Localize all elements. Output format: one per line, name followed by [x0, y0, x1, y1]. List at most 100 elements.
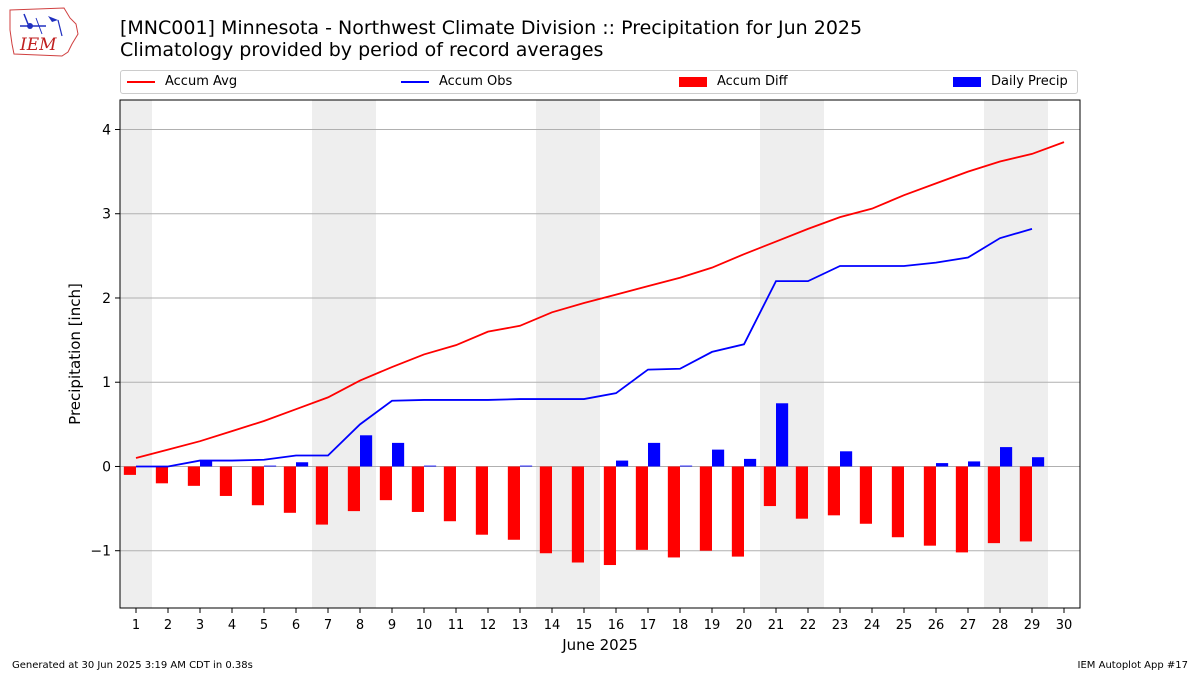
x-tick-label: 5 — [260, 618, 268, 633]
daily-precip-bar — [1000, 447, 1013, 467]
x-tick-label: 15 — [576, 618, 593, 633]
x-tick-label: 9 — [388, 618, 396, 633]
daily-precip-bar — [392, 442, 405, 467]
accum-diff-bar — [411, 466, 424, 512]
x-tick-label: 26 — [928, 618, 945, 633]
x-tick-label: 27 — [960, 618, 977, 633]
y-tick-label: −1 — [90, 544, 111, 560]
accum-diff-bar — [635, 466, 648, 550]
legend-item-accum-diff: Accum Diff — [679, 74, 788, 89]
legend-label-daily-precip: Daily Precip — [991, 74, 1068, 89]
daily-precip-bar — [776, 403, 789, 467]
x-tick-label: 11 — [448, 618, 465, 633]
daily-precip-bar — [840, 451, 853, 467]
iem-logo: IEM — [6, 4, 82, 60]
x-tick-label: 16 — [608, 618, 625, 633]
daily-precip-bar — [648, 442, 661, 467]
accum-diff-bar — [603, 466, 616, 566]
legend-item-accum-avg: Accum Avg — [127, 74, 237, 89]
y-axis-label: Precipitation [inch] — [66, 283, 84, 425]
x-tick-label: 8 — [356, 618, 364, 633]
accum-diff-bar — [251, 466, 264, 506]
accum-obs-line — [136, 228, 1033, 468]
x-tick-label: 28 — [992, 618, 1009, 633]
x-tick-label: 17 — [640, 618, 657, 633]
x-tick-label: 30 — [1056, 618, 1073, 633]
daily-precip-bar — [712, 449, 725, 467]
accum-diff-bar — [315, 466, 328, 525]
x-tick-label: 12 — [480, 618, 497, 633]
y-tick-label: 4 — [102, 122, 111, 138]
accum-diff-bar — [827, 466, 840, 516]
accum-diff-bar — [923, 466, 936, 546]
daily-precip-bar — [680, 465, 693, 467]
accum-diff-bar — [699, 466, 712, 551]
daily-precip-bar — [264, 465, 277, 467]
legend-item-accum-obs: Accum Obs — [401, 74, 512, 89]
daily-precip-bar — [1032, 457, 1045, 467]
y-tick-label: 3 — [102, 207, 111, 223]
x-tick-label: 10 — [416, 618, 433, 633]
daily-precip-bar — [424, 465, 437, 467]
x-tick-label: 20 — [736, 618, 753, 633]
accum-diff-bar — [347, 466, 360, 512]
accum-diff-bar — [891, 466, 904, 538]
legend: Accum Avg Accum Obs Accum Diff Daily Pre… — [120, 70, 1078, 94]
daily-precip-bar — [360, 435, 373, 467]
accum-diff-bar — [283, 466, 296, 513]
accum-diff-bar — [987, 466, 1000, 544]
accum-diff-bar — [795, 466, 808, 519]
x-tick-label: 1 — [132, 618, 140, 633]
legend-swatch-accum-diff — [679, 76, 707, 87]
accum-diff-bar — [763, 466, 776, 507]
daily-precip-bar — [200, 460, 213, 467]
legend-item-daily-precip: Daily Precip — [953, 74, 1068, 89]
x-tick-label: 3 — [196, 618, 204, 633]
accum-diff-bar — [955, 466, 968, 553]
accum-diff-bar — [731, 466, 744, 557]
daily-precip-bar — [968, 461, 981, 467]
x-tick-label: 4 — [228, 618, 236, 633]
accum-diff-bar — [667, 466, 680, 558]
x-tick-label: 22 — [800, 618, 817, 633]
x-tick-label: 21 — [768, 618, 785, 633]
accum-diff-bar — [155, 466, 168, 484]
accum-diff-bar — [475, 466, 488, 535]
legend-swatch-accum-avg — [127, 80, 155, 83]
accum-diff-bar — [379, 466, 392, 501]
footer-app: IEM Autoplot App #17 — [1077, 660, 1188, 671]
daily-precip-bar — [936, 463, 949, 467]
accum-diff-bar — [123, 466, 136, 475]
x-tick-label: 2 — [164, 618, 172, 633]
plot-frame — [119, 99, 1081, 609]
accum-avg-line — [135, 141, 1065, 459]
daily-precip-bar — [296, 462, 309, 467]
accum-diff-bar — [443, 466, 456, 522]
daily-precip-bar — [744, 458, 757, 467]
x-axis-label: June 2025 — [561, 636, 638, 654]
footer-generated: Generated at 30 Jun 2025 3:19 AM CDT in … — [12, 660, 253, 671]
legend-label-accum-obs: Accum Obs — [439, 74, 513, 89]
accum-diff-bar — [1019, 466, 1032, 542]
legend-swatch-accum-obs — [401, 80, 429, 83]
accum-diff-bar — [539, 466, 552, 554]
accum-diff-bar — [859, 466, 872, 524]
logo-text: IEM — [19, 35, 57, 55]
x-tick-label: 25 — [896, 618, 913, 633]
y-tick-label: 0 — [102, 459, 111, 475]
chart-subtitle: Climatology provided by period of record… — [120, 39, 604, 61]
x-tick-label: 13 — [512, 618, 529, 633]
legend-label-accum-avg: Accum Avg — [165, 74, 238, 89]
daily-precip-bar — [520, 465, 533, 467]
accum-diff-bar — [507, 466, 520, 540]
x-tick-label: 6 — [292, 618, 300, 633]
accum-diff-bar — [571, 466, 584, 563]
accum-diff-bar — [219, 466, 232, 496]
accum-diff-bar — [187, 466, 200, 486]
iowa-map-logo-icon: IEM — [9, 7, 79, 57]
weekend-shade — [760, 100, 824, 608]
legend-swatch-daily-precip — [953, 76, 981, 87]
chart-title: [MNC001] Minnesota - Northwest Climate D… — [120, 17, 863, 39]
x-tick-label: 29 — [1024, 618, 1041, 633]
x-tick-label: 24 — [864, 618, 881, 633]
